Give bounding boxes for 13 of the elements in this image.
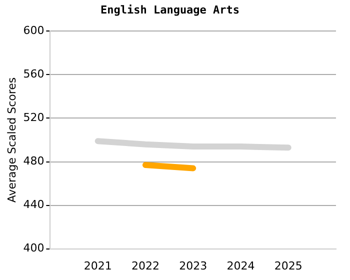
y-tick-label: 440: [23, 198, 44, 212]
chart-title: English Language Arts: [100, 3, 240, 16]
y-axis-title: Average Scaled Scores: [5, 77, 18, 203]
x-tick-label: 2025: [274, 259, 302, 272]
y-tick-label: 400: [23, 242, 44, 255]
x-tick-label: 2021: [84, 259, 112, 272]
x-tick-label: 2024: [226, 259, 255, 272]
y-tick-label: 560: [23, 68, 44, 81]
x-tick-label: 2023: [179, 259, 208, 272]
y-tick-label: 480: [23, 154, 44, 168]
y-tick-label: 600: [23, 24, 44, 38]
x-tick-label: 2022: [131, 259, 160, 272]
y-tick-label: 520: [23, 111, 44, 124]
